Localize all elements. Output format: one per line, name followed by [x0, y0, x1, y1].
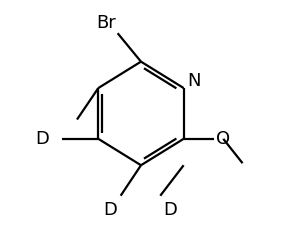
- Text: N: N: [188, 72, 201, 90]
- Text: Br: Br: [97, 14, 116, 32]
- Text: O: O: [216, 130, 230, 148]
- Text: D: D: [36, 130, 49, 148]
- Text: D: D: [164, 201, 178, 219]
- Text: D: D: [104, 201, 118, 219]
